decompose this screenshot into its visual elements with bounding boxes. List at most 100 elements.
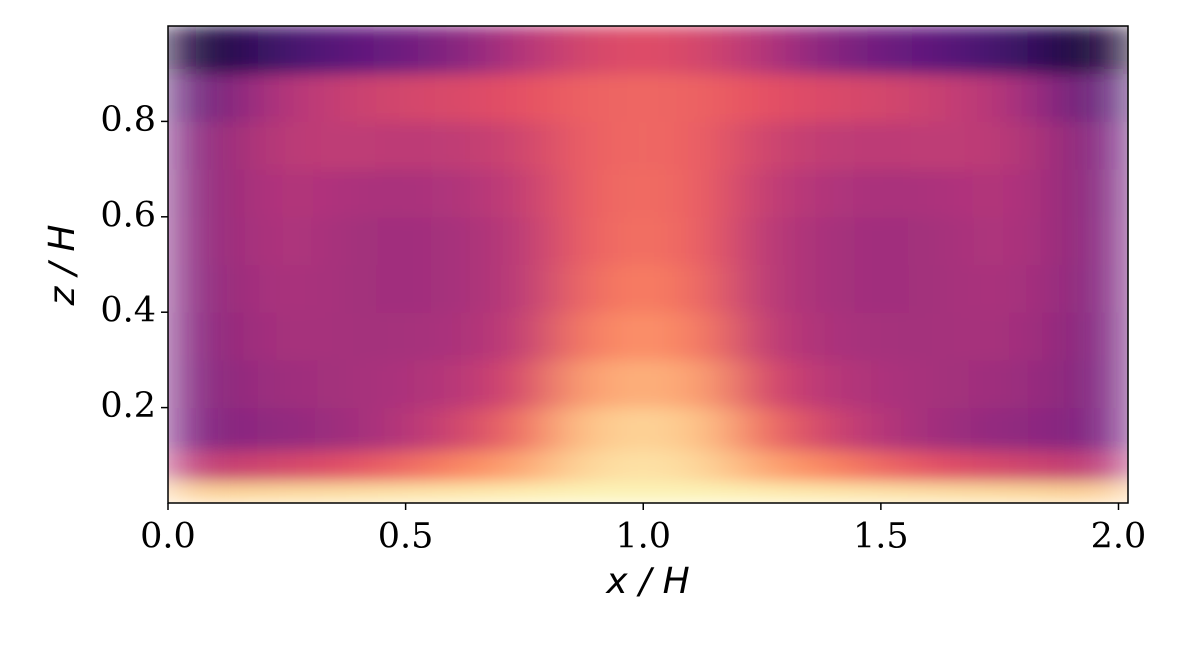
heatmap-cell — [910, 481, 971, 503]
heatmap-cell — [375, 26, 436, 75]
heatmap-cell — [553, 407, 615, 452]
heatmap-cell — [434, 311, 496, 361]
heatmap-cell — [791, 120, 852, 170]
heatmap-cell — [850, 359, 912, 409]
heatmap-cell — [256, 73, 318, 122]
heatmap-cell — [197, 311, 258, 361]
heatmap-cell — [850, 216, 912, 265]
heatmap-cell — [375, 450, 436, 483]
heatmap-cell — [850, 26, 912, 75]
heatmap-cell — [316, 26, 377, 75]
heatmap-cell — [256, 359, 318, 409]
heatmap-cell — [1088, 168, 1128, 218]
heatmap-cell — [553, 264, 615, 313]
heatmap-cell — [850, 120, 912, 170]
heatmap-cell — [969, 481, 1030, 503]
x-tick-label: 0.5 — [378, 517, 434, 557]
heatmap-cell — [256, 216, 318, 265]
heatmap-cell — [256, 26, 318, 75]
heatmap-cell — [434, 168, 496, 218]
x-tick-label: 1.5 — [853, 517, 909, 557]
heatmap-cell — [375, 168, 436, 218]
heatmap-cell — [910, 120, 971, 170]
heatmap-cell — [168, 359, 199, 409]
heatmap-cell — [434, 264, 496, 313]
heatmap-cell — [168, 26, 199, 75]
heatmap-cell — [969, 216, 1030, 265]
heatmap-cell — [910, 264, 971, 313]
y-tick-label: 0.6 — [100, 195, 156, 235]
heatmap-cell — [553, 450, 615, 483]
heatmap-cell — [731, 120, 793, 170]
heatmap-cell — [168, 264, 199, 313]
heatmap-cell — [910, 73, 971, 122]
heatmap-cell — [791, 450, 852, 483]
heatmap-cell — [553, 311, 615, 361]
heatmap-cell — [316, 450, 377, 483]
heatmap-cell — [1088, 311, 1128, 361]
heatmap-cell — [1028, 407, 1090, 452]
heatmap-cell — [672, 359, 733, 409]
heatmap-cell — [316, 120, 377, 170]
heatmap-cell — [256, 450, 318, 483]
heatmap-cell — [731, 73, 793, 122]
heatmap-cell — [613, 407, 674, 452]
heatmap-cell — [969, 120, 1030, 170]
heatmap-cell — [791, 73, 852, 122]
heatmap-cell — [553, 26, 615, 75]
heatmap-cell — [731, 168, 793, 218]
heatmap-cell — [1088, 481, 1128, 503]
heatmap-cell — [613, 359, 674, 409]
heatmap-cell — [910, 26, 971, 75]
heatmap-cell — [1088, 450, 1128, 483]
heatmap-cell — [910, 407, 971, 452]
heatmap-cell — [197, 120, 258, 170]
heatmap-cell — [494, 407, 555, 452]
heatmap-cell — [1028, 450, 1090, 483]
heatmap-cell — [494, 26, 555, 75]
heatmap-cell — [791, 26, 852, 75]
x-axis-label: x / H — [605, 561, 689, 602]
heatmap-cell — [256, 311, 318, 361]
heatmap-cell — [434, 120, 496, 170]
heatmap-cell — [791, 216, 852, 265]
heatmap-cell — [731, 407, 793, 452]
heatmap-cell — [672, 168, 733, 218]
heatmap-cell — [969, 450, 1030, 483]
heatmap-cell — [910, 311, 971, 361]
heatmap-cell — [1028, 168, 1090, 218]
heatmap-cell — [375, 73, 436, 122]
heatmap-cell — [1088, 407, 1128, 452]
heatmap-cell — [910, 359, 971, 409]
heatmap-cell — [613, 450, 674, 483]
heatmap-cell — [791, 311, 852, 361]
heatmap-cell — [969, 264, 1030, 313]
heatmap-cell — [791, 264, 852, 313]
x-tick-label: 1.0 — [615, 517, 671, 557]
heatmap-cell — [613, 264, 674, 313]
heatmap-cell — [375, 407, 436, 452]
heatmap-cell — [731, 26, 793, 75]
heatmap-cell — [731, 481, 793, 503]
heatmap-cell — [1028, 359, 1090, 409]
heatmap-cell — [1028, 216, 1090, 265]
heatmap-cell — [494, 168, 555, 218]
heatmap-cell — [613, 216, 674, 265]
heatmap-cell — [316, 311, 377, 361]
heatmap-cell — [197, 359, 258, 409]
heatmap-cell — [969, 26, 1030, 75]
heatmap-cell — [1088, 120, 1128, 170]
heatmap-cell — [850, 264, 912, 313]
heatmap-cell — [168, 407, 199, 452]
heatmap-cell — [434, 26, 496, 75]
heatmap-cell — [256, 120, 318, 170]
heatmap-cell — [375, 311, 436, 361]
heatmap-cell — [256, 264, 318, 313]
plot-area — [168, 26, 1128, 503]
heatmap-cell — [791, 168, 852, 218]
heatmap-cell — [1088, 359, 1128, 409]
heatmap-cell — [731, 311, 793, 361]
heatmap-cell — [316, 264, 377, 313]
heatmap-cell — [434, 450, 496, 483]
